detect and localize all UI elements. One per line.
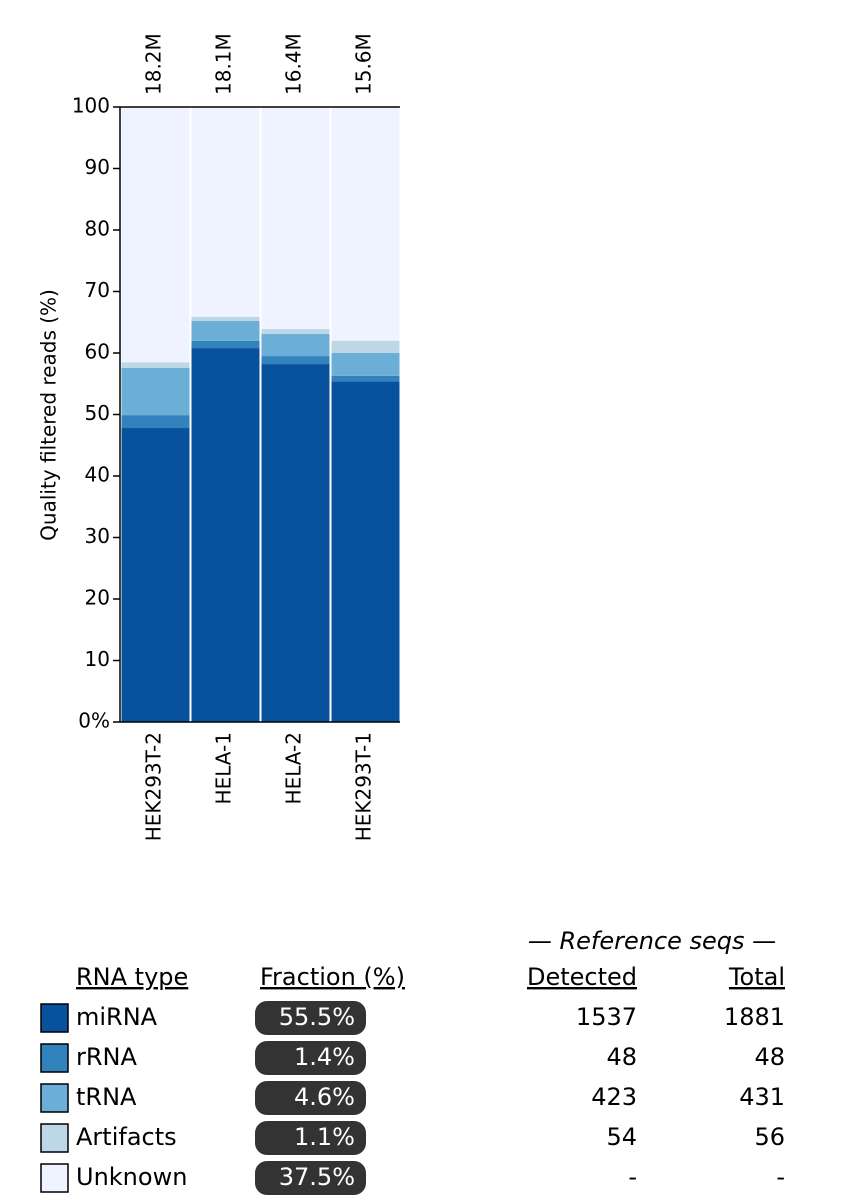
fraction: 55.5% — [279, 1003, 355, 1031]
detected: 54 — [606, 1123, 637, 1151]
top-label: 18.2M — [142, 33, 166, 95]
legend-swatch — [40, 1163, 69, 1193]
y-tick-label: 70 — [85, 278, 110, 302]
bar-segment — [121, 362, 190, 368]
y-tick-label: 100 — [72, 94, 110, 118]
detected: 1537 — [576, 1003, 637, 1031]
fraction-pill — [255, 1041, 366, 1075]
y-tick-label: 10 — [85, 647, 110, 671]
y-axis-label: Quality filtered reads (%) — [37, 289, 61, 541]
legend-swatch — [40, 1083, 69, 1113]
bar-segment — [261, 333, 330, 357]
bar-segment — [331, 381, 400, 722]
fraction: 1.1% — [294, 1123, 355, 1151]
legend-swatch — [40, 1123, 69, 1153]
x-tick-label: HELA-2 — [282, 732, 306, 804]
y-tick-label: 40 — [85, 463, 110, 487]
y-tick-label: 20 — [85, 586, 110, 610]
x-tick-label: HEK293T-1 — [352, 732, 376, 841]
fraction-pill — [255, 1001, 366, 1035]
x-tick-label: HEK293T-2 — [142, 732, 166, 841]
top-label: 15.6M — [352, 33, 376, 95]
bar-segment — [121, 107, 190, 363]
total: 431 — [739, 1083, 785, 1111]
top-label: 18.1M — [212, 33, 236, 95]
fraction-pill — [255, 1081, 366, 1115]
legend-swatch — [40, 1043, 69, 1073]
top-label: 16.4M — [282, 33, 306, 95]
legend-label: Unknown — [76, 1163, 187, 1191]
total: - — [776, 1163, 785, 1191]
fraction: 4.6% — [294, 1083, 355, 1111]
y-tick-label: 80 — [85, 217, 110, 241]
y-tick-label: 30 — [85, 524, 110, 548]
bar-segment — [331, 340, 400, 353]
bar-segment — [261, 107, 330, 330]
table-header: Detected — [527, 963, 637, 991]
y-tick-label: 90 — [85, 155, 110, 179]
detected: 48 — [606, 1043, 637, 1071]
detected: - — [628, 1163, 637, 1191]
table-header: RNA type — [76, 963, 188, 991]
fraction: 37.5% — [279, 1163, 355, 1191]
bar-segment — [191, 348, 260, 722]
bar-segment — [121, 428, 190, 722]
legend-label: tRNA — [76, 1083, 137, 1111]
bar-segment — [261, 329, 330, 334]
bar-segment — [191, 107, 260, 317]
legend-label: Artifacts — [76, 1123, 177, 1151]
total: 1881 — [724, 1003, 785, 1031]
table-header: Fraction (%) — [260, 963, 405, 991]
bar-segment — [261, 364, 330, 722]
table-header: Total — [728, 963, 785, 991]
fraction-pill — [255, 1121, 366, 1155]
bar-segment — [331, 107, 400, 341]
bar-segment — [191, 340, 260, 349]
total: 48 — [754, 1043, 785, 1071]
group-header: — Reference seqs — — [528, 927, 776, 955]
y-tick-label: 60 — [85, 340, 110, 364]
bar-segment — [261, 356, 330, 365]
bar-segment — [191, 316, 260, 322]
bar-segment — [191, 321, 260, 341]
legend-label: miRNA — [76, 1003, 158, 1031]
bar-segment — [331, 375, 400, 382]
y-tick-label: 0% — [78, 709, 110, 733]
detected: 423 — [591, 1083, 637, 1111]
bar-segment — [121, 367, 190, 416]
bar-segment — [121, 415, 190, 429]
legend-swatch — [40, 1003, 69, 1033]
y-tick-label: 50 — [85, 401, 110, 425]
total: 56 — [754, 1123, 785, 1151]
x-tick-label: HELA-1 — [212, 732, 236, 804]
fraction: 1.4% — [294, 1043, 355, 1071]
legend-label: rRNA — [76, 1043, 137, 1071]
bar-segment — [331, 353, 400, 376]
fraction-pill — [255, 1161, 366, 1195]
